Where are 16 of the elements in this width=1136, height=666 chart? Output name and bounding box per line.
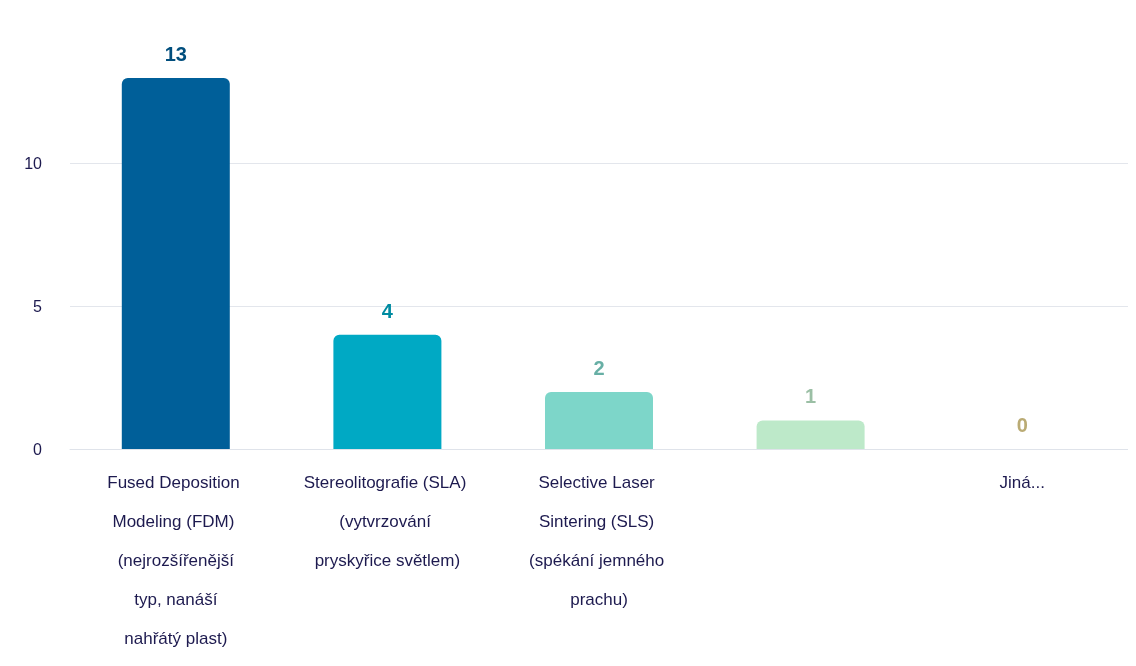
x-tick-label: Jiná... (999, 473, 1045, 492)
bar (333, 334, 442, 449)
data-label: 0 (1016, 414, 1028, 436)
x-tick-label: Stereolitografie (SLA) (vytvrzování pryskyřice světlem) (303, 473, 472, 570)
x-tick-label: Fused Deposition Modeling (FDM) (nejrozšířenější typ, nanáší nahřátý plast) (107, 473, 245, 648)
bar (756, 420, 865, 449)
data-label: 1 (805, 385, 817, 408)
y-tick-label: 5 (33, 297, 43, 315)
data-label: 13 (164, 43, 187, 65)
bar (545, 391, 653, 449)
data-label: 4 (381, 299, 394, 322)
data-label: 2 (593, 356, 605, 379)
x-tick-label: Selective Laser Sintering (SLS) (spékání jemného prachu) (529, 473, 669, 609)
bar (121, 78, 230, 449)
y-tick-label: 0 (33, 440, 43, 458)
y-tick-label: 10 (24, 155, 43, 173)
